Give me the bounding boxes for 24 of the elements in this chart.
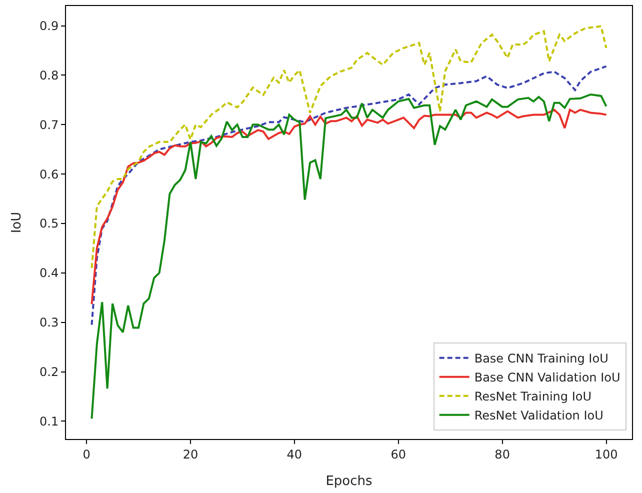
y-axis-title: IoU — [9, 212, 24, 234]
legend-label: ResNet Training IoU — [474, 390, 592, 404]
y-tick-label: 0.8 — [40, 68, 59, 82]
x-tick-label: 60 — [390, 447, 406, 462]
x-tick-label: 0 — [82, 447, 90, 462]
legend-label: ResNet Validation IoU — [474, 408, 604, 423]
line-series — [90, 65, 608, 326]
y-tick-label: 0.5 — [40, 216, 59, 231]
legend-label: Base CNN Validation IoU — [474, 370, 620, 385]
line-series — [90, 108, 608, 306]
y-tick-label: 0.1 — [40, 414, 59, 428]
y-tick-label: 0.3 — [40, 316, 59, 330]
y-tick-label: 0.7 — [40, 118, 59, 132]
x-tick-label: 80 — [494, 447, 510, 462]
line-series — [90, 25, 608, 269]
y-tick-label: 0.6 — [40, 167, 59, 182]
legend-label: Base CNN Training IoU — [474, 352, 608, 366]
x-tick-label: 100 — [594, 447, 618, 462]
x-tick-label: 20 — [182, 447, 198, 462]
x-tick-label: 40 — [286, 447, 302, 462]
y-tick-label: 0.2 — [40, 364, 59, 379]
y-tick-label: 0.9 — [40, 18, 59, 33]
y-tick-label: 0.4 — [40, 266, 59, 280]
x-axis-title: Epochs — [326, 474, 373, 489]
